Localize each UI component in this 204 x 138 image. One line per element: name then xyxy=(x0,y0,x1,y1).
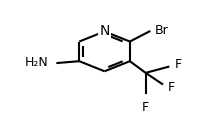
Text: N: N xyxy=(99,24,110,39)
Text: F: F xyxy=(142,100,149,114)
Text: Br: Br xyxy=(155,24,169,37)
Text: F: F xyxy=(175,58,182,71)
Text: H₂N: H₂N xyxy=(25,56,48,69)
Text: F: F xyxy=(168,81,175,94)
